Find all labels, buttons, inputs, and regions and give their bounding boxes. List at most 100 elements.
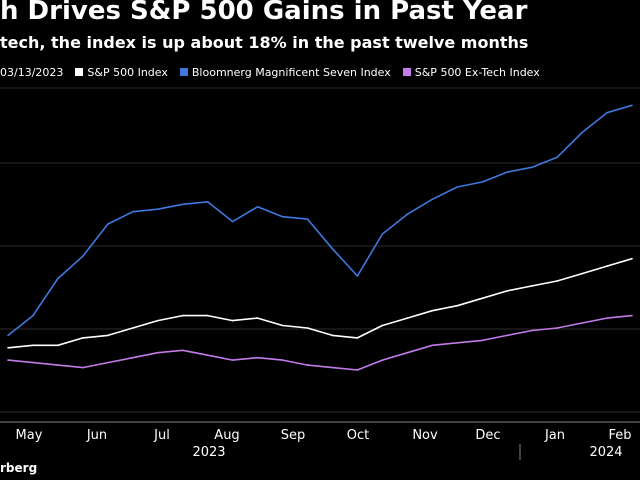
legend-swatch-extech (402, 68, 411, 76)
data-point (431, 309, 434, 312)
data-point (82, 337, 84, 339)
data-point (57, 277, 59, 280)
data-point (82, 366, 84, 369)
x-tick-label: Oct (347, 428, 369, 443)
data-point (306, 327, 309, 329)
data-point (356, 369, 359, 371)
data-point (556, 156, 558, 159)
data-point (456, 342, 459, 344)
data-point (306, 218, 309, 220)
data-point (506, 290, 509, 292)
data-point (181, 314, 184, 317)
data-point (481, 181, 484, 183)
data-point (556, 280, 558, 282)
data-point (157, 351, 159, 354)
data-point (631, 314, 633, 317)
data-point (356, 275, 359, 277)
data-point (406, 351, 409, 354)
data-point (57, 364, 59, 366)
data-point (431, 344, 434, 347)
data-point (456, 304, 459, 307)
x-tick-label: Sep (281, 428, 306, 443)
legend-swatch-sp500 (75, 68, 84, 76)
data-point (581, 322, 583, 324)
data-point (181, 349, 184, 352)
series-line-bloomnerg-magnificent-seven-index (7, 104, 633, 337)
chart-title: h Drives S&P 500 Gains in Past Year (0, 0, 528, 26)
data-point (107, 361, 109, 364)
data-point (381, 359, 384, 361)
source-footer: rberg (0, 461, 38, 475)
x-tick-label: Aug (214, 428, 239, 443)
data-point (606, 317, 608, 319)
data-point (32, 361, 34, 364)
data-point (231, 220, 234, 223)
data-point (7, 359, 9, 361)
data-point (206, 314, 209, 317)
data-point (206, 201, 209, 203)
data-point (481, 297, 484, 300)
x-tick-label: Nov (412, 428, 438, 443)
data-point (331, 366, 334, 369)
data-point (631, 257, 633, 260)
legend-label-sp500: S&P 500 Index (87, 65, 168, 79)
data-point (556, 327, 558, 329)
data-point (281, 215, 284, 218)
data-point (531, 285, 533, 287)
data-point (506, 171, 509, 173)
data-point (7, 334, 9, 337)
data-point (32, 344, 34, 347)
x-tick-label: May (16, 428, 43, 443)
legend-item-sp500: S&P 500 Index (75, 65, 168, 79)
data-point (581, 272, 583, 275)
x-tick-label: Jan (544, 428, 565, 443)
legend-item-mag7: Bloomnerg Magnificent Seven Index (179, 66, 391, 79)
data-point (206, 354, 209, 357)
data-point (157, 319, 159, 322)
data-point (231, 359, 234, 361)
data-point (406, 213, 409, 215)
data-point (157, 208, 159, 210)
chart-subtitle: tech, the index is up about 18% in the p… (0, 33, 529, 52)
data-point (506, 334, 509, 337)
data-point (256, 317, 259, 319)
data-point (281, 324, 284, 327)
data-point (406, 317, 409, 319)
legend-item-extech: S&P 500 Ex-Tech Index (402, 65, 540, 79)
legend-label-extech: S&P 500 Ex-Tech Index (414, 65, 540, 79)
data-point (606, 265, 608, 267)
data-point (381, 233, 384, 235)
data-point (531, 166, 533, 168)
data-point (306, 364, 309, 366)
legend-date-note: 03/13/2023 (0, 66, 63, 79)
data-point (456, 186, 459, 188)
data-point (256, 356, 259, 359)
x-year-label: 2023 (192, 445, 225, 460)
data-point (107, 334, 109, 337)
data-point (7, 347, 9, 349)
legend-swatch-mag7 (179, 68, 188, 76)
data-point (356, 337, 359, 339)
data-point (331, 334, 334, 337)
x-tick-label: Feb (608, 428, 631, 443)
x-axis: May Jun Jul Aug Sep Oct Nov Dec Jan Feb 2023 2024 (0, 421, 640, 460)
data-point (181, 203, 184, 206)
data-point (32, 314, 34, 317)
data-point (531, 329, 533, 332)
grid-lines (0, 87, 640, 413)
legend: 03/13/2023 S&P 500 Index Bloomnerg Magni… (0, 64, 552, 80)
data-point (481, 339, 484, 342)
series-lines (7, 104, 633, 371)
data-point (256, 206, 259, 208)
data-point (132, 356, 134, 359)
data-point (132, 327, 134, 329)
data-point (606, 111, 608, 114)
data-point (381, 324, 384, 327)
data-point (431, 198, 434, 201)
x-tick-label: Jun (86, 428, 107, 443)
data-point (231, 319, 234, 322)
data-point (82, 255, 84, 257)
series-line-s-p-500-ex-tech-index (7, 314, 633, 371)
data-point (57, 344, 59, 347)
